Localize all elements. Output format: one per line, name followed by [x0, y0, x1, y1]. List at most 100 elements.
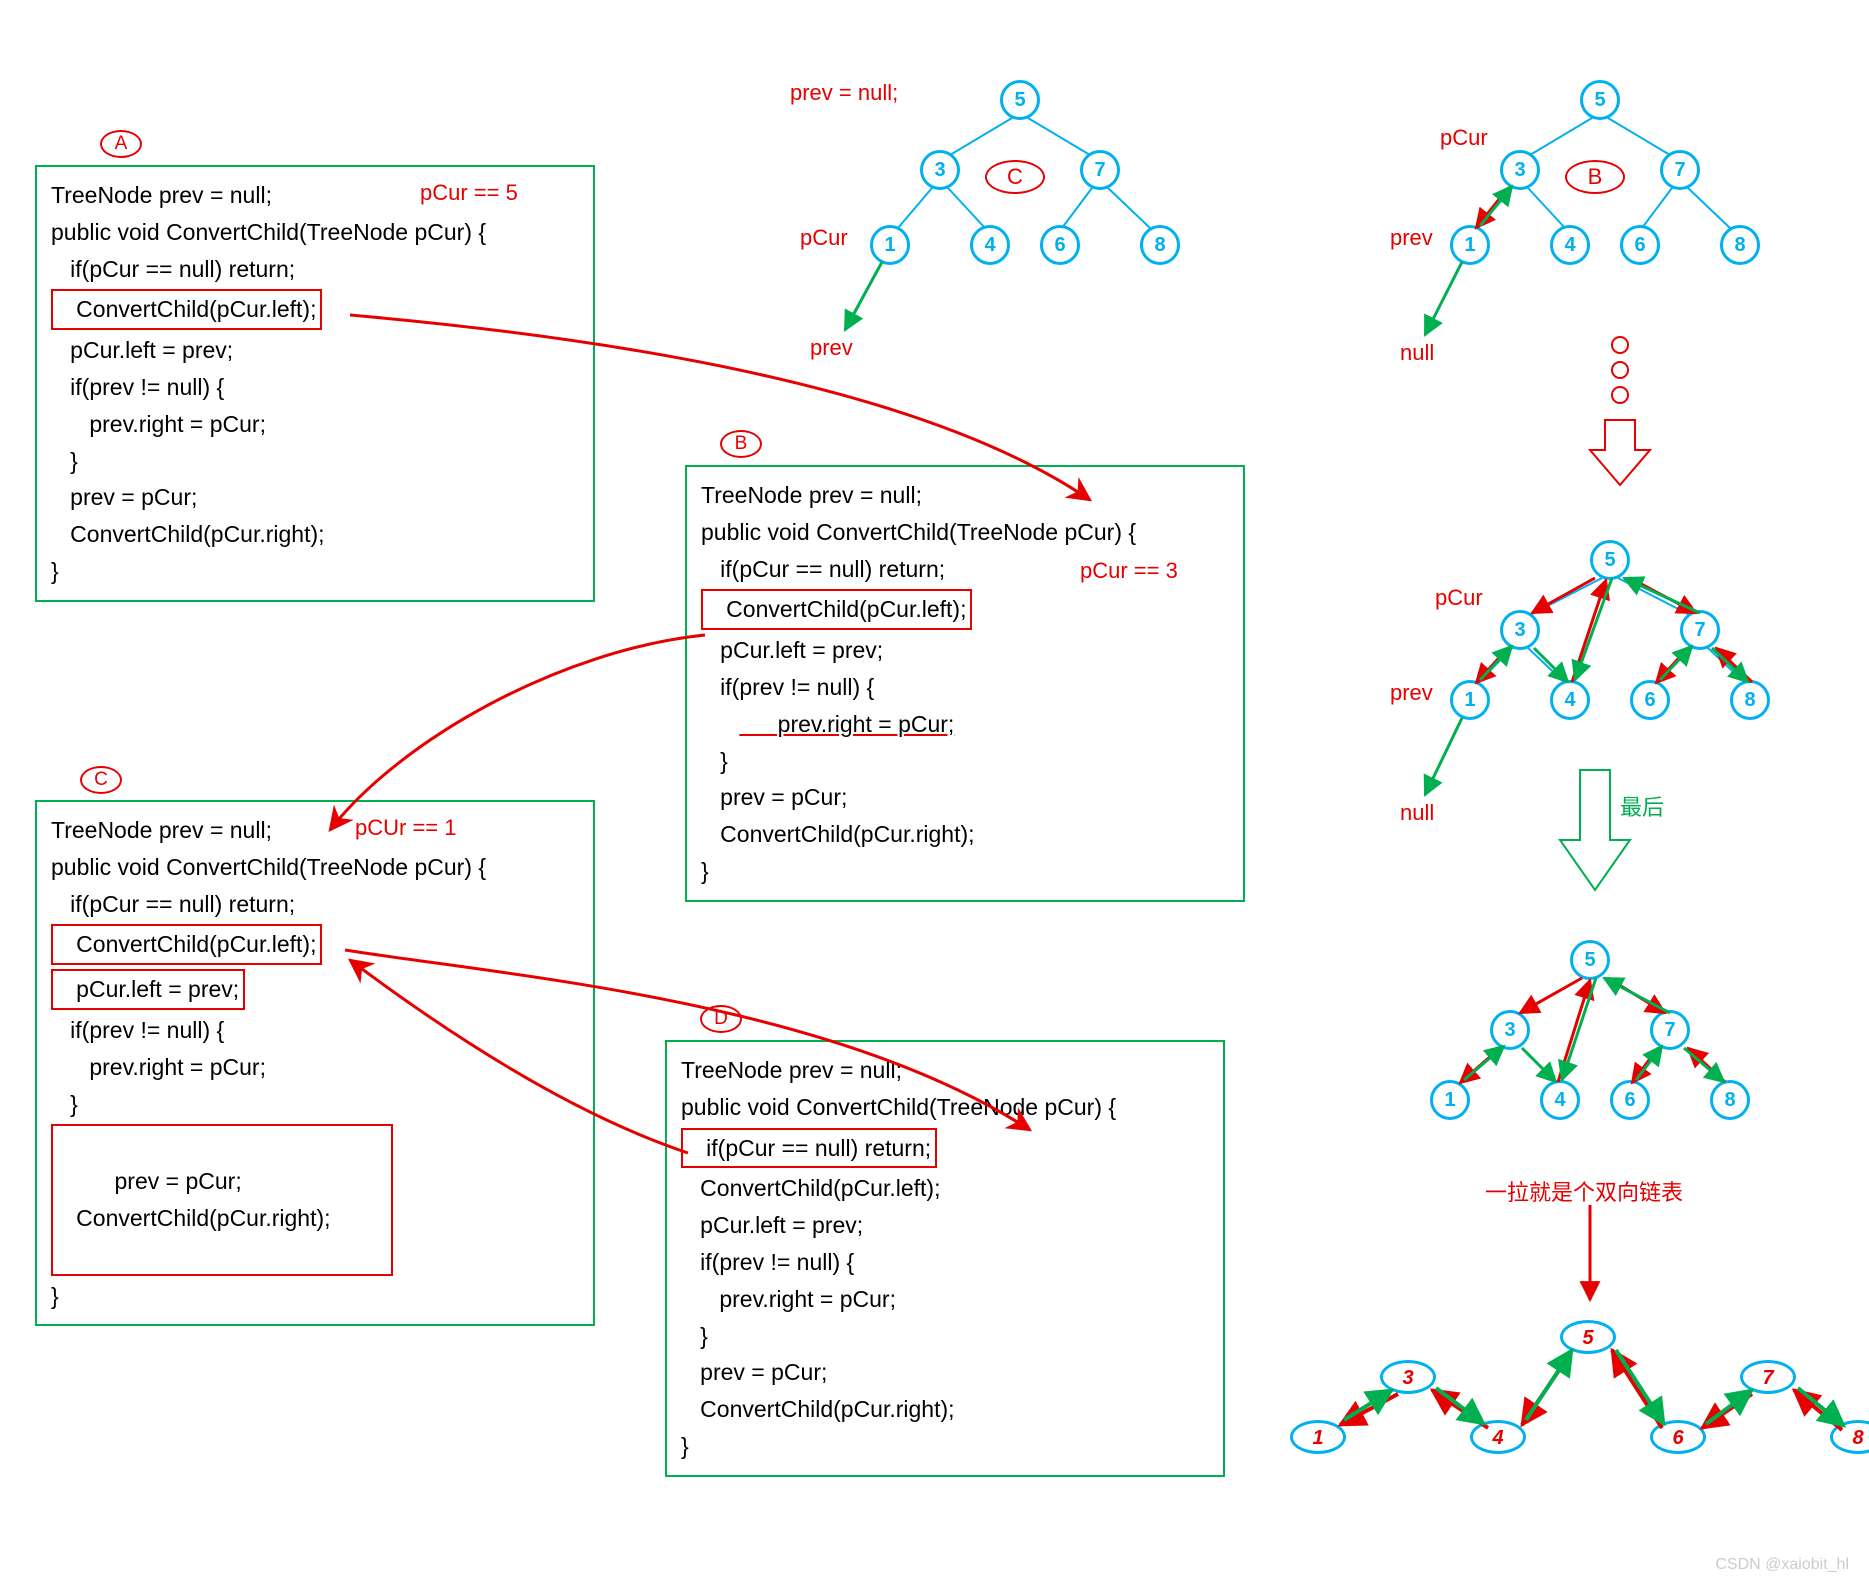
- annotation-pcur5: pCur == 5: [420, 180, 518, 206]
- highlight: ConvertChild(pCur.left);: [51, 924, 322, 965]
- underline: prev.right = pCur;: [739, 711, 954, 737]
- annotation-prev-t2: prev: [1390, 225, 1433, 251]
- code-line: ConvertChild(pCur.right);: [681, 1391, 1209, 1428]
- code-line: TreeNode prev = null;: [701, 477, 1229, 514]
- tree3-node-4: 4: [1550, 680, 1590, 720]
- code-line: if(prev != null) {: [51, 369, 579, 406]
- code-line: public void ConvertChild(TreeNode pCur) …: [51, 849, 579, 886]
- code-line: prev.right = pCur;: [701, 706, 1229, 743]
- highlight: ConvertChild(pCur.left);: [51, 289, 322, 330]
- tree4-node-1: 1: [1430, 1080, 1470, 1120]
- annotation-pcur-t1: pCur: [800, 225, 848, 251]
- code-line: }: [681, 1318, 1209, 1355]
- annotation-pcur3: pCur == 3: [1080, 558, 1178, 584]
- tree3-node-1: 1: [1450, 680, 1490, 720]
- code-line: public void ConvertChild(TreeNode pCur) …: [51, 214, 579, 251]
- tree1-node-4: 4: [970, 225, 1010, 265]
- tree4-node-7: 7: [1650, 1010, 1690, 1050]
- code-line: prev = pCur;: [681, 1354, 1209, 1391]
- tree3-node-5: 5: [1590, 540, 1630, 580]
- code-line: }: [51, 1086, 579, 1123]
- list-node-1: 1: [1290, 1420, 1346, 1454]
- code-line: pCur.left = prev;: [51, 967, 579, 1012]
- code-line: }: [51, 1278, 579, 1315]
- code-line: if(pCur == null) return;: [51, 251, 579, 288]
- code-line: }: [51, 553, 579, 590]
- diagram-canvas: A TreeNode prev = null; public void Conv…: [0, 0, 1869, 1582]
- code-line: ConvertChild(pCur.left);: [51, 287, 579, 332]
- annotation-prev-t1: prev: [810, 335, 853, 361]
- code-line: prev.right = pCur;: [681, 1281, 1209, 1318]
- tree1-node-6: 6: [1040, 225, 1080, 265]
- code-line: if(prev != null) {: [701, 669, 1229, 706]
- code-line: ConvertChild(pCur.left);: [701, 587, 1229, 632]
- code-line: ConvertChild(pCur.left);: [681, 1170, 1209, 1207]
- tree4-node-5: 5: [1570, 940, 1610, 980]
- badge-b: B: [720, 430, 762, 458]
- list-node-7: 7: [1740, 1360, 1796, 1394]
- annotation-null-t2: null: [1400, 340, 1434, 366]
- code-line: ConvertChild(pCur.right);: [51, 516, 579, 553]
- code-line: pCur.left = prev;: [701, 632, 1229, 669]
- watermark: CSDN @xaiobit_hl: [1715, 1556, 1849, 1574]
- code-line-highlight: prev = pCur; ConvertChild(pCur.right);: [51, 1124, 393, 1275]
- tree2-node-8: 8: [1720, 225, 1760, 265]
- code-box-c: TreeNode prev = null; public void Conver…: [35, 800, 595, 1326]
- code-line: }: [51, 443, 579, 480]
- annotation-zuihou: 最后: [1620, 790, 1664, 822]
- tree2-node-4: 4: [1550, 225, 1590, 265]
- code-line: prev = pCur;: [701, 779, 1229, 816]
- tree3-node-3: 3: [1500, 610, 1540, 650]
- ellipse-b: B: [1565, 160, 1625, 194]
- ellipse-c: C: [985, 160, 1045, 194]
- list-node-4: 4: [1470, 1420, 1526, 1454]
- highlight: pCur.left = prev;: [51, 969, 245, 1010]
- tree1-node-5: 5: [1000, 80, 1040, 120]
- code-line: prev = pCur;: [51, 479, 579, 516]
- tree2-node-3: 3: [1500, 150, 1540, 190]
- annotation-pcur-t2: pCur: [1440, 125, 1488, 151]
- annotation-null-t3: null: [1400, 800, 1434, 826]
- highlight: ConvertChild(pCur.left);: [701, 589, 972, 630]
- code-line: ConvertChild(pCur.left);: [51, 922, 579, 967]
- annotation-pcur1: pCUr == 1: [355, 815, 457, 841]
- tree1-node-7: 7: [1080, 150, 1120, 190]
- code-line: TreeNode prev = null;: [681, 1052, 1209, 1089]
- code-line: prev.right = pCur;: [51, 1049, 579, 1086]
- tree4-node-8: 8: [1710, 1080, 1750, 1120]
- list-node-6: 6: [1650, 1420, 1706, 1454]
- code-box-d: TreeNode prev = null; public void Conver…: [665, 1040, 1225, 1477]
- tree3-node-6: 6: [1630, 680, 1670, 720]
- badge-d: D: [700, 1005, 742, 1033]
- annotation-doubly: 一拉就是个双向链表: [1485, 1175, 1683, 1207]
- code-box-b: TreeNode prev = null; public void Conver…: [685, 465, 1245, 902]
- code-line: }: [681, 1428, 1209, 1465]
- code-line: TreeNode prev = null;: [51, 812, 579, 849]
- tree2-node-7: 7: [1660, 150, 1700, 190]
- annotation-prev-null: prev = null;: [790, 80, 898, 106]
- code-line: prev.right = pCur;: [51, 406, 579, 443]
- tree1-node-3: 3: [920, 150, 960, 190]
- tree4-node-6: 6: [1610, 1080, 1650, 1120]
- badge-c: C: [80, 766, 122, 794]
- tree2-node-1: 1: [1450, 225, 1490, 265]
- code-line: ConvertChild(pCur.right);: [701, 816, 1229, 853]
- code-line: pCur.left = prev;: [681, 1207, 1209, 1244]
- annotation-pcur-t3: pCur: [1435, 585, 1483, 611]
- code-line: if(prev != null) {: [681, 1244, 1209, 1281]
- badge-a: A: [100, 130, 142, 158]
- annotation-prev-t3: prev: [1390, 680, 1433, 706]
- tree3-node-8: 8: [1730, 680, 1770, 720]
- code-line: if(prev != null) {: [51, 1012, 579, 1049]
- tree2-node-5: 5: [1580, 80, 1620, 120]
- code-box-a: TreeNode prev = null; public void Conver…: [35, 165, 595, 602]
- highlight: if(pCur == null) return;: [681, 1128, 937, 1169]
- tree4-node-4: 4: [1540, 1080, 1580, 1120]
- tree3-node-7: 7: [1680, 610, 1720, 650]
- code-line: if(pCur == null) return;: [51, 886, 579, 923]
- code-line: public void ConvertChild(TreeNode pCur) …: [701, 514, 1229, 551]
- code-line: }: [701, 853, 1229, 890]
- code-line: pCur.left = prev;: [51, 332, 579, 369]
- code-line: if(pCur == null) return;: [681, 1126, 1209, 1171]
- tree1-node-1: 1: [870, 225, 910, 265]
